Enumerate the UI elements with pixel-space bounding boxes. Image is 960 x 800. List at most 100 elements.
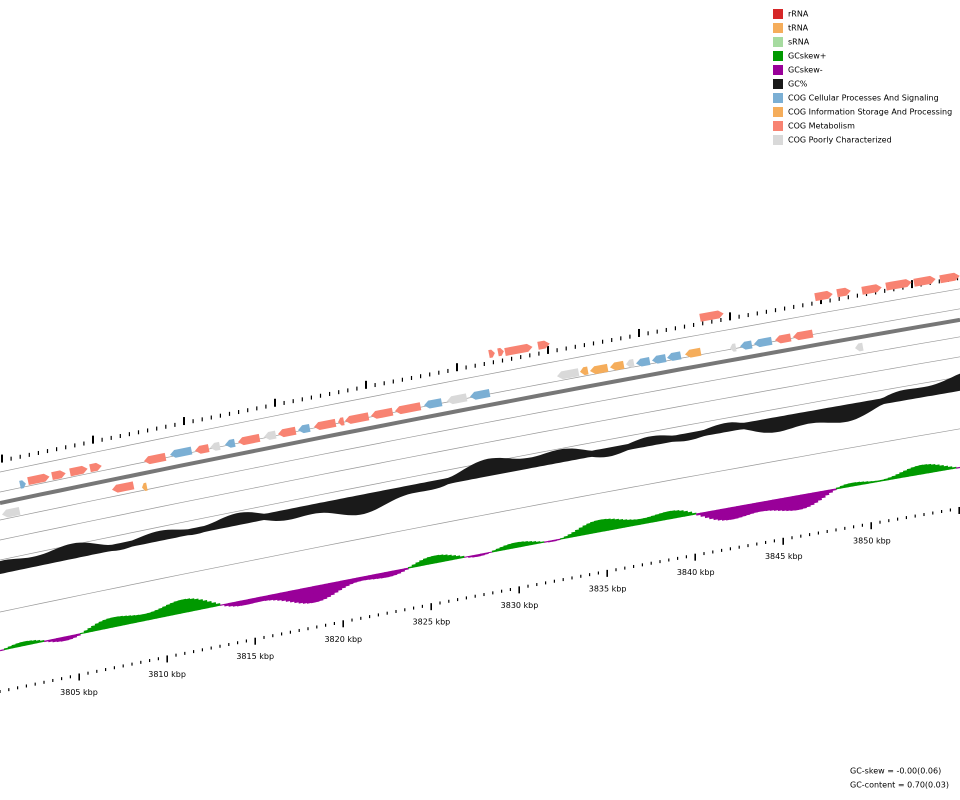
scale-label: 3840 kbp: [677, 568, 715, 577]
gene-arrow: [210, 441, 221, 451]
gc-skew-bar: [788, 496, 795, 512]
gc-skew-bar: [679, 510, 685, 518]
gc-skew-bar: [380, 572, 386, 579]
gene-arrow: [69, 465, 88, 477]
scale-label: 3815 kbp: [236, 652, 274, 661]
gene-arrow: [939, 272, 960, 284]
gc-skew-bar: [224, 603, 229, 607]
gc-skew-bar: [871, 480, 877, 484]
gene-arrow: [504, 343, 533, 356]
gene-arrow: [238, 433, 261, 446]
gc-skew-bar: [499, 546, 505, 551]
track-line: [0, 336, 960, 521]
gc-skew-bar: [855, 481, 861, 486]
gene-arrow: [667, 351, 682, 361]
gc-skew-bar: [251, 597, 258, 604]
gc-skew-bar: [185, 598, 193, 613]
gc-skew-bar: [906, 468, 913, 477]
legend-swatch: [773, 121, 783, 131]
gc-skew-bar: [169, 602, 177, 616]
gc-skew-bar: [539, 541, 545, 544]
gene-arrow: [225, 438, 236, 448]
gc-skew-bar: [484, 552, 489, 555]
gc-skew-bar: [875, 480, 881, 483]
gc-skew-bar: [859, 481, 865, 486]
gc-skew-bar: [383, 571, 390, 578]
gc-skew-bar: [556, 538, 561, 541]
gc-skew-bar: [515, 541, 521, 548]
gc-skew-bar: [847, 482, 853, 488]
gene-arrow: [855, 342, 864, 352]
gc-skew-bar: [559, 537, 565, 540]
gc-skew-bar: [839, 485, 845, 489]
gene-arrow: [814, 290, 833, 302]
gc-skew-bar: [264, 595, 270, 601]
gene-arrow: [447, 393, 468, 405]
gc-skew-bar: [206, 601, 213, 609]
gene-arrow: [298, 423, 311, 434]
gc-skew-bar: [879, 479, 885, 482]
gc-skew-bar: [687, 511, 693, 516]
gene-arrow: [27, 473, 50, 486]
gc-skew-bar: [228, 602, 234, 607]
gene-arrow: [19, 480, 26, 489]
gc-skew-bar: [44, 639, 49, 643]
gc-skew-bar: [447, 554, 453, 561]
gc-skew-bar: [359, 576, 366, 582]
gc-skew-bar: [824, 489, 830, 496]
legend-swatch: [773, 65, 783, 75]
gc-skew-bar: [451, 554, 457, 561]
gc-skew-bar: [828, 489, 834, 494]
scale-label: 3845 kbp: [765, 552, 803, 561]
gc-skew-bar: [0, 649, 5, 652]
gc-skew-bar: [635, 518, 641, 526]
track-line: [0, 356, 960, 541]
gc-skew-bar: [352, 577, 358, 584]
gc-skew-bar: [308, 586, 316, 604]
gc-skew-bar: [211, 602, 217, 608]
gc-skew-bar: [324, 583, 332, 598]
gc-skew-bar: [138, 614, 145, 622]
gc-skew-bar: [658, 512, 665, 522]
gc-skew-bar: [23, 640, 29, 646]
gc-skew-bar: [35, 639, 41, 644]
gc-skew-bar: [843, 483, 849, 488]
gc-skew-bar: [181, 598, 189, 614]
gc-skew-bar: [883, 478, 889, 481]
gc-skew-bar: [403, 567, 409, 571]
legend-swatch: [773, 37, 783, 47]
gc-skew-bar: [511, 542, 517, 549]
gc-skew-bar: [631, 519, 637, 527]
gc-skew-bar: [531, 541, 537, 545]
gc-skew-bar: [563, 535, 569, 539]
gc-skew-bar: [674, 510, 681, 519]
gene-arrow: [470, 389, 491, 400]
legend-swatch: [773, 79, 783, 89]
gene-arrow: [636, 357, 651, 367]
gene-arrow: [685, 347, 702, 358]
gc-skew-bar: [459, 555, 465, 559]
gc-skew-bar: [177, 599, 185, 614]
legend-swatch: [773, 107, 783, 117]
gc-skew-bar: [87, 627, 93, 633]
legend-label: rRNA: [788, 10, 809, 19]
gc-skew-bar: [376, 573, 382, 580]
gc-skew-bar: [312, 585, 320, 603]
legend-label: GCskew+: [788, 52, 826, 61]
gc-skew-bar: [91, 625, 97, 632]
gc-content-stat: GC-content = 0.70(0.03): [850, 781, 949, 790]
gc-skew-bar: [943, 465, 949, 471]
gc-content-plot: [0, 373, 960, 574]
gc-skew-bar: [19, 641, 25, 647]
gene-arrow: [112, 481, 135, 493]
gc-skew-bar: [219, 603, 225, 606]
gc-skew-bar: [930, 464, 937, 473]
gc-skew-bar: [523, 541, 529, 547]
scale-label: 3810 kbp: [148, 670, 186, 679]
gc-skew-bar: [419, 559, 425, 567]
gene-arrow: [89, 462, 102, 473]
gc-skew-bar: [700, 511, 706, 517]
gc-skew-bar: [292, 589, 299, 604]
gc-skew-bar: [567, 533, 573, 539]
gc-skew-bar: [400, 568, 406, 573]
